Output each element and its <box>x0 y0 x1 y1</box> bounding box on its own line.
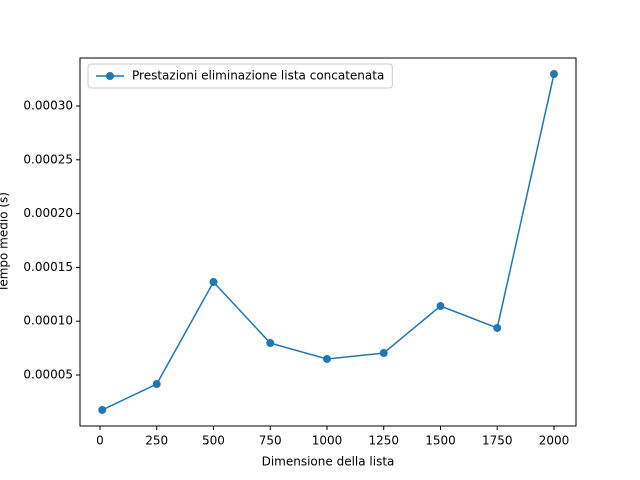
legend-label: Prestazioni eliminazione lista concatena… <box>132 69 384 83</box>
x-tick-label: 1750 <box>482 434 513 448</box>
marker <box>266 339 275 348</box>
plot-frame <box>79 57 577 427</box>
y-tick-label: 0.00025 <box>23 152 73 166</box>
x-tick-label: 750 <box>259 434 282 448</box>
x-tick-label: 250 <box>145 434 168 448</box>
x-axis-label: Dimensione della lista <box>262 455 395 469</box>
x-tick-label: 500 <box>202 434 225 448</box>
legend-marker <box>106 72 114 80</box>
x-tick-label: 1500 <box>425 434 456 448</box>
y-tick-label: 0.00020 <box>23 206 73 220</box>
marker <box>436 302 445 311</box>
marker <box>98 405 107 414</box>
marker <box>379 349 388 358</box>
marker <box>152 380 161 389</box>
marker <box>493 323 502 332</box>
marker <box>209 278 218 287</box>
marker <box>322 354 331 363</box>
legend-box <box>87 63 393 89</box>
x-tick-label: 2000 <box>539 434 570 448</box>
x-tick-label: 0 <box>96 434 104 448</box>
y-tick-label: 0.00015 <box>23 260 73 274</box>
marker <box>549 70 558 79</box>
x-tick-label: 1250 <box>368 434 399 448</box>
y-axis-label: Tempo medio (s) <box>0 192 11 293</box>
y-tick-label: 0.00005 <box>23 367 73 381</box>
y-tick-label: 0.00030 <box>23 98 73 112</box>
y-tick-label: 0.00010 <box>23 314 73 328</box>
x-tick-label: 1000 <box>312 434 343 448</box>
